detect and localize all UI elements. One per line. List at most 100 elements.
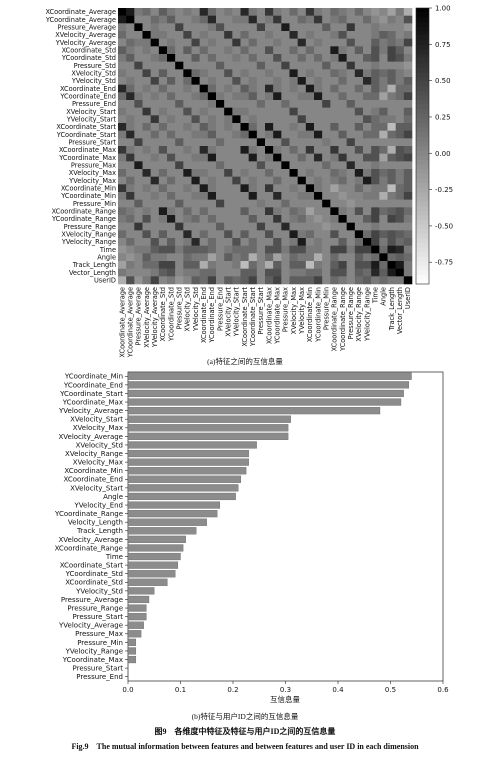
heatmap-cell [134, 15, 143, 24]
heatmap-cell [199, 130, 209, 139]
heatmap-cell [158, 199, 168, 208]
heatmap-cell [379, 38, 388, 47]
heatmap-cell [216, 100, 225, 108]
heatmap-cell [158, 238, 168, 246]
heatmap-cell [314, 84, 323, 93]
heatmap-cell [150, 146, 160, 154]
heatmap-cell [297, 230, 307, 239]
heatmap-cell [330, 138, 339, 147]
heatmap-cell [199, 184, 209, 193]
heatmap-cell [175, 130, 184, 139]
heatmap-cell [346, 245, 356, 254]
heatmap-cell [338, 107, 347, 116]
heatmap-cell [395, 77, 405, 85]
heatmap-cell [248, 107, 258, 116]
heatmap-cell [126, 199, 135, 208]
heatmap-cell [183, 184, 192, 193]
heatmap-cell [314, 100, 323, 108]
heatmap-cell [175, 8, 184, 16]
heatmap-cell [158, 84, 168, 93]
heatmap-cell [134, 77, 143, 85]
heatmap-cell [240, 100, 249, 108]
heatmap-cell [354, 169, 364, 177]
colorbar-segment [416, 100, 429, 105]
heatmap-cell [314, 61, 323, 70]
colorbar-tick-label: -0.50 [435, 222, 453, 230]
heatmap-cell [199, 276, 209, 285]
heatmap-cell [224, 8, 233, 16]
heatmap-cell [134, 115, 143, 124]
heatmap-cell [183, 130, 192, 139]
heatmap-cell [387, 138, 396, 147]
heatmap-cell [387, 192, 396, 200]
heatmap-cell [265, 23, 274, 32]
heatmap-cell [322, 268, 331, 277]
heatmap-cell [150, 84, 160, 93]
heatmap-cell [158, 153, 168, 162]
heatmap-cell [216, 84, 225, 93]
heatmap-cell [167, 100, 176, 108]
heatmap-cell [265, 169, 274, 177]
heatmap-cell [305, 222, 315, 231]
heatmap-cell [167, 207, 176, 216]
heatmap-cell [224, 38, 233, 47]
heatmap-cell [395, 54, 405, 62]
heatmap-cell [167, 8, 176, 16]
heatmap-cell [395, 31, 405, 39]
heatmap-cell [134, 222, 143, 231]
heatmap-cell [363, 268, 372, 277]
heatmap-cell [167, 92, 176, 101]
heatmap-cell [142, 238, 151, 246]
colorbar-segment [416, 256, 429, 262]
heatmap-cell [346, 107, 356, 116]
heatmap-cell [240, 153, 249, 162]
heatmap-cell [158, 8, 168, 16]
heatmap-cell [216, 115, 225, 124]
heatmap-cell [322, 38, 331, 47]
heatmap-cell [289, 100, 298, 108]
bar [127, 381, 410, 389]
heatmap-cell [387, 77, 396, 85]
heatmap-cell [224, 215, 233, 223]
heatmap-cell [167, 38, 176, 47]
heatmap-cell [142, 54, 151, 62]
heatmap-cell [240, 130, 249, 139]
heatmap-cell [314, 230, 323, 239]
heatmap-cell [330, 261, 339, 269]
heatmap-cell [183, 192, 192, 200]
heatmap-cell [248, 176, 258, 185]
bar [127, 475, 242, 483]
heatmap-cell [371, 38, 380, 47]
heatmap-cell [403, 192, 413, 200]
heatmap-cell [126, 15, 135, 24]
heatmap-cell [403, 215, 413, 223]
heatmap-cell [346, 100, 356, 108]
heatmap-cell [118, 268, 127, 277]
heatmap-cell [322, 61, 331, 70]
column-label: XVelocity_Average [143, 287, 151, 348]
heatmap-cell [167, 115, 176, 124]
heatmap-cell [126, 207, 135, 216]
heatmap-cell [379, 276, 388, 285]
heatmap-cell [289, 146, 298, 154]
heatmap-cell [354, 69, 364, 78]
y-tick-label: YVelocity_Average [58, 407, 123, 415]
heatmap-cell [281, 245, 290, 254]
row-label: YCoordinate_Max [58, 154, 116, 162]
row-label: YCoordinate_Range [51, 215, 116, 223]
heatmap-cell [199, 261, 209, 269]
heatmap-cell [403, 199, 413, 208]
heatmap-cell [191, 138, 200, 147]
heatmap-cell [363, 199, 372, 208]
y-tick-label: XVelocity_Average [58, 536, 123, 544]
heatmap-cell [354, 61, 364, 70]
heatmap-cell [265, 245, 274, 254]
heatmap-cell [289, 115, 298, 124]
heatmap-cell [281, 222, 290, 231]
heatmap-cell [346, 31, 356, 39]
heatmap-cell [273, 23, 282, 32]
row-label: XCoordinate_Range [52, 207, 116, 215]
heatmap-caption: (a)特征之间的互信息量 [207, 356, 283, 366]
heatmap-cell [379, 77, 388, 85]
heatmap-cell [158, 184, 168, 193]
